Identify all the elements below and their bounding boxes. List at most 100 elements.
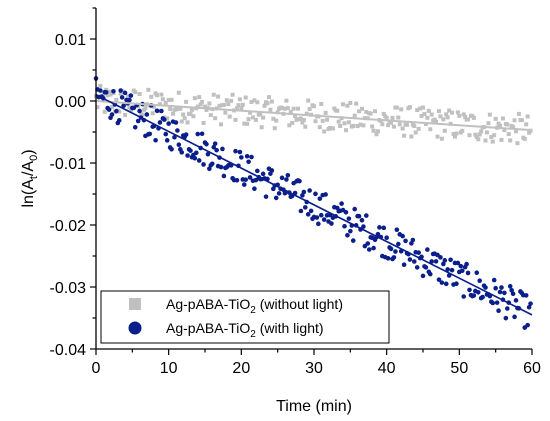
data-point: [192, 96, 197, 101]
data-point: [486, 121, 491, 126]
data-point: [301, 118, 306, 123]
data-point: [155, 93, 160, 98]
data-point: [395, 241, 401, 247]
data-point: [436, 109, 441, 114]
data-point: [249, 99, 254, 104]
data-point: [493, 285, 498, 291]
data-point: [436, 277, 442, 282]
data-point: [284, 98, 289, 103]
data-point: [179, 150, 185, 155]
data-point: [127, 105, 132, 110]
data-point: [255, 168, 260, 174]
data-point: [255, 100, 260, 105]
data-point: [165, 116, 170, 121]
y-tick-label: -0.04: [50, 342, 87, 359]
data-point: [252, 186, 257, 192]
data-point: [268, 107, 273, 112]
data-point: [218, 122, 223, 127]
data-point: [253, 177, 259, 183]
data-point: [118, 88, 124, 93]
data-point: [502, 128, 507, 133]
data-point: [410, 237, 416, 243]
data-point: [483, 285, 488, 290]
data-point: [200, 99, 205, 104]
data-point: [439, 136, 444, 141]
data-point: [322, 129, 327, 134]
data-point: [364, 109, 369, 114]
data-point: [415, 108, 420, 113]
data-point: [483, 138, 488, 143]
data-point: [496, 308, 501, 314]
data-point: [273, 195, 279, 201]
data-point: [241, 182, 247, 187]
fit-lines-layer: [95, 94, 533, 316]
data-point: [176, 142, 182, 148]
data-point: [433, 259, 439, 264]
data-point: [345, 103, 350, 108]
data-point: [492, 133, 497, 138]
data-point: [389, 120, 394, 125]
data-point: [209, 161, 215, 167]
data-point: [240, 102, 245, 107]
data-point: [135, 118, 141, 124]
data-point: [414, 265, 420, 270]
data-point: [489, 135, 494, 140]
data-point: [474, 270, 480, 275]
data-point: [371, 245, 376, 251]
data-point: [393, 249, 398, 254]
data-point: [296, 106, 301, 111]
data-point: [189, 107, 194, 112]
data-point: [343, 128, 348, 133]
data-point: [500, 116, 505, 121]
data-point: [504, 306, 510, 311]
legend-marker-with-light: [128, 321, 142, 335]
data-point: [176, 90, 181, 95]
data-point: [416, 126, 421, 131]
data-point: [246, 159, 251, 165]
data-point: [388, 246, 394, 252]
data-point: [356, 213, 362, 219]
data-point: [336, 119, 341, 124]
data-point: [263, 194, 269, 199]
data-point: [175, 128, 180, 133]
data-point: [246, 117, 251, 122]
data-point: [266, 95, 271, 100]
data-point: [121, 103, 126, 108]
data-point: [159, 92, 164, 97]
data-point: [199, 131, 205, 137]
fit-line-with-light: [95, 94, 533, 316]
data-point: [400, 126, 405, 131]
data-point: [484, 130, 489, 135]
data-point: [253, 117, 258, 122]
data-point: [523, 293, 529, 298]
legend-box: [100, 290, 390, 344]
data-point: [304, 111, 309, 116]
data-point: [479, 129, 484, 134]
data-point: [361, 123, 366, 128]
data-point: [365, 241, 371, 246]
data-point: [512, 118, 517, 123]
data-point: [422, 112, 427, 117]
y-tick-label: -0.02: [50, 218, 87, 235]
data-point: [301, 189, 307, 195]
data-point: [511, 125, 516, 130]
data-point: [491, 277, 497, 283]
data-point: [368, 111, 373, 116]
data-point: [463, 115, 468, 120]
data-point: [378, 119, 383, 124]
data-point: [397, 122, 402, 127]
data-point: [384, 235, 389, 241]
data-point: [429, 259, 435, 264]
data-point: [394, 105, 399, 110]
data-point: [303, 124, 308, 129]
data-point: [191, 114, 196, 119]
data-point: [250, 115, 255, 120]
data-point: [261, 115, 266, 120]
data-point: [528, 301, 533, 306]
data-point: [216, 94, 221, 99]
data-point: [131, 105, 137, 111]
data-point: [348, 228, 353, 234]
data-point: [227, 114, 232, 119]
data-point: [460, 128, 465, 133]
data-point: [237, 149, 243, 155]
